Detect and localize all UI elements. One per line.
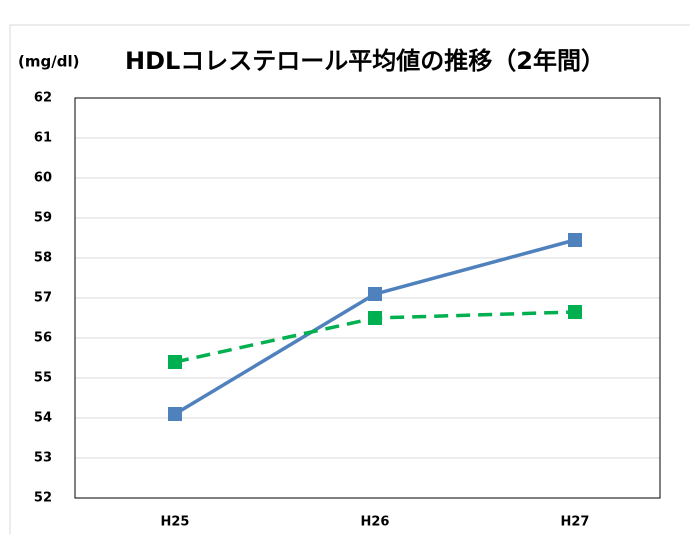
marker xyxy=(568,305,582,319)
marker xyxy=(168,355,182,369)
x-tick-label: H27 xyxy=(561,515,590,530)
y-tick-label: 55 xyxy=(34,371,52,386)
marker xyxy=(168,407,182,421)
y-tick-label: 62 xyxy=(34,91,52,106)
marker xyxy=(368,287,382,301)
marker xyxy=(568,233,582,247)
y-tick-label: 56 xyxy=(34,331,52,346)
y-tick-label: 53 xyxy=(34,451,52,466)
y-tick-label: 52 xyxy=(34,491,52,506)
marker xyxy=(368,311,382,325)
plot-border xyxy=(74,97,661,499)
y-tick-label: 60 xyxy=(34,171,52,186)
chart-title: HDLコレステロール平均値の推移（2年間） xyxy=(125,47,605,75)
x-tick-label: H25 xyxy=(161,515,190,530)
y-tick-label: 61 xyxy=(34,131,52,146)
x-tick-label: H26 xyxy=(361,515,390,530)
y-tick-label: 58 xyxy=(34,251,52,266)
y-axis-label: (mg/dl) xyxy=(18,53,79,71)
chart-border xyxy=(9,24,690,538)
y-tick-label: 57 xyxy=(34,291,52,306)
y-tick-label: 59 xyxy=(34,211,52,226)
y-tick-label: 54 xyxy=(34,411,52,426)
